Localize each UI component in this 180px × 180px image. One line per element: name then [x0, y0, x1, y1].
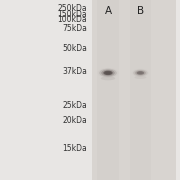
- Text: A: A: [104, 6, 112, 16]
- Text: 100kDa: 100kDa: [58, 15, 87, 24]
- Text: 75kDa: 75kDa: [62, 24, 87, 33]
- Ellipse shape: [99, 69, 117, 77]
- Bar: [92, 0, 176, 180]
- Ellipse shape: [133, 69, 148, 76]
- Ellipse shape: [98, 68, 118, 78]
- Ellipse shape: [101, 70, 115, 76]
- Ellipse shape: [103, 71, 113, 75]
- Ellipse shape: [138, 72, 143, 74]
- Ellipse shape: [137, 71, 144, 75]
- Text: 25kDa: 25kDa: [63, 101, 87, 110]
- Text: 15kDa: 15kDa: [63, 144, 87, 153]
- Text: 50kDa: 50kDa: [62, 44, 87, 53]
- Bar: [130, 0, 151, 180]
- Text: 250kDa: 250kDa: [58, 4, 87, 13]
- Text: 37kDa: 37kDa: [62, 68, 87, 76]
- Bar: [97, 0, 119, 180]
- Ellipse shape: [101, 76, 115, 80]
- Text: B: B: [137, 6, 144, 16]
- Text: 150kDa: 150kDa: [58, 10, 87, 19]
- Ellipse shape: [135, 70, 146, 76]
- Ellipse shape: [132, 69, 149, 77]
- Ellipse shape: [134, 76, 146, 79]
- Ellipse shape: [105, 71, 111, 74]
- Text: 20kDa: 20kDa: [63, 116, 87, 125]
